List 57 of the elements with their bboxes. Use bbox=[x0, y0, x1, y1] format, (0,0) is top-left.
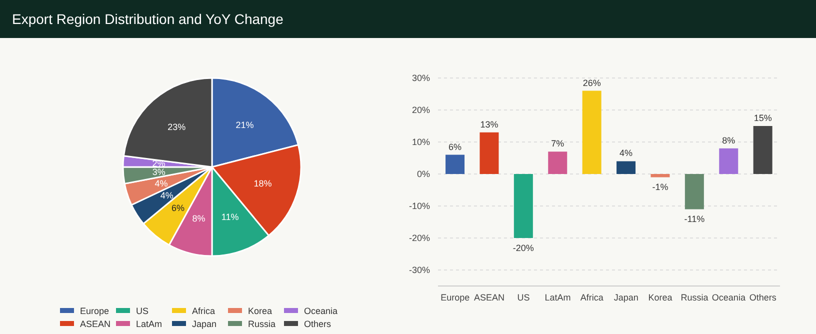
x-tick-label: LatAm bbox=[544, 292, 571, 302]
data-label: -1% bbox=[652, 182, 668, 192]
x-tick-label: Africa bbox=[580, 292, 604, 302]
legend-label: Japan bbox=[192, 318, 217, 328]
y-tick-label: 10% bbox=[412, 137, 430, 148]
x-tick-label: Europe bbox=[440, 292, 470, 302]
legend-label: Oceania bbox=[304, 306, 338, 316]
data-label: 6% bbox=[171, 203, 184, 214]
legend-label: Others bbox=[304, 318, 332, 328]
x-tick-label: Korea bbox=[648, 292, 672, 302]
bar bbox=[548, 152, 568, 174]
legend-label: US bbox=[136, 306, 149, 316]
data-label: 26% bbox=[582, 78, 601, 88]
data-label: 18% bbox=[254, 178, 272, 188]
x-tick-label: Others bbox=[749, 292, 777, 302]
data-label: 4% bbox=[620, 148, 633, 158]
x-tick-label: Japan bbox=[614, 292, 638, 302]
bar bbox=[684, 174, 704, 210]
legend-label: Africa bbox=[192, 306, 216, 316]
data-label: 7% bbox=[551, 138, 564, 149]
data-label: 8% bbox=[722, 135, 736, 146]
legend-label: Korea bbox=[248, 306, 272, 316]
x-tick-label: US bbox=[517, 292, 530, 302]
bar bbox=[514, 174, 533, 238]
bar bbox=[480, 132, 499, 174]
data-label: 23% bbox=[168, 122, 186, 132]
x-tick-label: ASEAN bbox=[474, 292, 505, 302]
legend-label: Europe bbox=[80, 306, 110, 316]
x-tick-label: Russia bbox=[680, 292, 708, 302]
data-label: 21% bbox=[236, 120, 254, 130]
data-label: 13% bbox=[480, 119, 498, 130]
data-label: 3% bbox=[152, 167, 166, 178]
legend-label: ASEAN bbox=[80, 318, 111, 328]
data-label: 15% bbox=[754, 113, 772, 123]
legend-label: Russia bbox=[248, 318, 276, 328]
x-tick-label: Oceania bbox=[712, 292, 746, 302]
data-label: -11% bbox=[684, 214, 705, 224]
bar bbox=[719, 148, 738, 174]
y-tick-label: -10% bbox=[408, 201, 430, 212]
y-tick-label: -20% bbox=[408, 233, 430, 244]
data-label: -20% bbox=[512, 243, 534, 253]
data-label: 4% bbox=[154, 178, 168, 188]
y-tick-label: 20% bbox=[412, 105, 430, 116]
bar bbox=[616, 161, 636, 174]
data-label: 8% bbox=[192, 214, 206, 224]
legend-label: LatAm bbox=[136, 318, 162, 328]
data-label: 4% bbox=[160, 190, 174, 201]
y-tick-label: 30% bbox=[412, 73, 430, 84]
bar bbox=[446, 154, 465, 174]
bar bbox=[582, 90, 602, 174]
y-tick-label: -30% bbox=[408, 265, 430, 276]
chart-title: Export Region Distribution and YoY Change bbox=[0, 0, 816, 38]
bar bbox=[753, 126, 772, 174]
bar bbox=[650, 174, 670, 178]
data-label: 6% bbox=[448, 142, 462, 152]
data-label: 11% bbox=[221, 212, 239, 222]
y-tick-label: 0% bbox=[416, 169, 430, 180]
